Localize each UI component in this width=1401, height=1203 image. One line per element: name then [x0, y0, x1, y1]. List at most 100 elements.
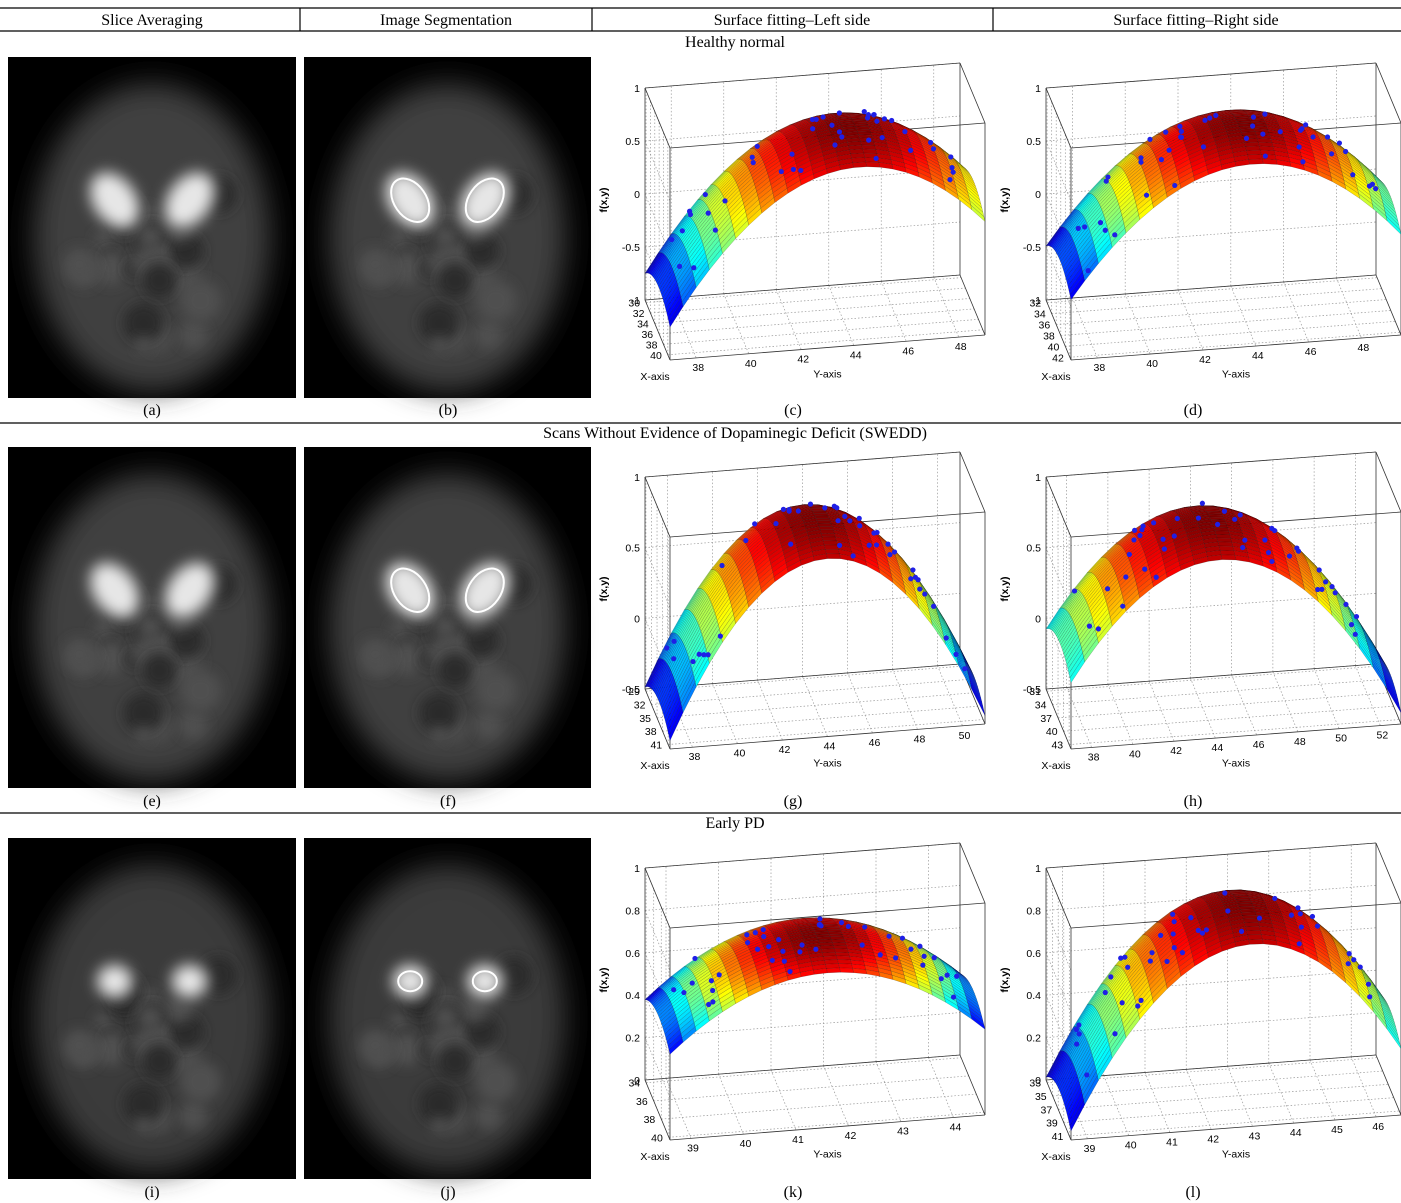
sample-point [1096, 626, 1101, 631]
texture [431, 1117, 447, 1133]
sample-point [917, 586, 922, 591]
grid-line [1064, 706, 1394, 731]
sample-point [1299, 924, 1304, 929]
axis-box-edge [1376, 275, 1401, 335]
grid-line [824, 1066, 849, 1126]
z-axis-label: f(x,y) [598, 967, 610, 992]
sample-point [701, 652, 706, 657]
sample-point [1103, 228, 1108, 233]
surface-plot: -1-0.500.51384042444648303234363840f(x,y… [598, 63, 985, 383]
texture [359, 638, 391, 670]
grid-line [668, 330, 983, 355]
texture [93, 250, 128, 285]
axis-box-edge [1046, 843, 1376, 868]
surface-patch [866, 162, 880, 167]
surface-patch [862, 145, 876, 149]
axis-box-edge [645, 88, 670, 148]
y-tick-label: 38 [689, 751, 701, 763]
z-tick-label: 0 [634, 613, 640, 625]
panel-caption: (a) [143, 402, 161, 419]
surface-patch [818, 524, 832, 527]
surface-plot: -0.500.51384042444648502932353841f(x,y)X… [598, 452, 985, 772]
z-tick-label: 0 [1035, 189, 1041, 201]
sample-point [1076, 226, 1081, 231]
column-header: Slice Averaging [101, 12, 202, 29]
surface-patch [1244, 919, 1259, 923]
scan-image [8, 57, 296, 398]
sample-point [908, 576, 913, 581]
sample-point [808, 502, 813, 507]
sample-point [1131, 537, 1136, 542]
y-tick-label: 48 [914, 733, 926, 745]
sample-point [880, 135, 885, 140]
x-tick-label: 37 [1040, 713, 1052, 725]
z-tick-label: 0.5 [625, 543, 640, 555]
sample-point [752, 521, 757, 526]
sample-point [1158, 933, 1163, 938]
grid-line [1125, 294, 1150, 354]
sample-point [928, 140, 933, 145]
sample-point [706, 211, 711, 216]
sample-point [866, 138, 871, 143]
sample-point [1076, 1022, 1081, 1027]
sample-point [1188, 915, 1193, 920]
sample-point [910, 567, 915, 572]
y-tick-label: 40 [745, 358, 757, 370]
sample-point [1082, 224, 1087, 229]
sample-point [948, 154, 953, 159]
sample-point [681, 990, 686, 995]
grid-line [1072, 298, 1097, 358]
axis-box-edge [670, 1115, 985, 1140]
texture [94, 1013, 113, 1032]
x-tick-label: 32 [634, 700, 646, 712]
x-axis-label: X-axis [640, 371, 669, 383]
y-axis-label: Y-axis [813, 758, 841, 770]
sample-point [851, 553, 856, 558]
grid-line [881, 281, 906, 341]
sample-point [703, 192, 708, 197]
sample-point [722, 198, 727, 203]
axis-box-edge [1046, 477, 1071, 537]
x-tick-label: 33 [1029, 1078, 1041, 1090]
grid-line [1069, 1111, 1399, 1136]
sample-point [788, 542, 793, 547]
sample-point [1343, 602, 1348, 607]
sample-point [1333, 590, 1338, 595]
surface-patch [1249, 939, 1264, 944]
sample-point [857, 516, 862, 521]
texture [431, 726, 447, 742]
sample-point [710, 999, 715, 1004]
texture [179, 711, 207, 739]
grid-line [776, 290, 801, 350]
texture [433, 1005, 458, 1030]
y-tick-label: 42 [797, 354, 809, 366]
texture [437, 263, 472, 298]
sample-point [1087, 624, 1092, 629]
sample-point [810, 126, 815, 131]
sample-point [1135, 1003, 1140, 1008]
axis-box-edge [1376, 452, 1401, 512]
z-tick-label: 0.8 [1026, 905, 1041, 917]
grid-line [650, 288, 965, 313]
y-tick-label: 38 [692, 362, 704, 374]
sample-point [900, 936, 905, 941]
y-tick-label: 50 [959, 730, 971, 742]
sample-point [1172, 919, 1177, 924]
sample-point [1163, 130, 1168, 135]
grid-line [1355, 666, 1380, 726]
texture [138, 614, 163, 639]
sample-point [1373, 186, 1378, 191]
surface-patch [821, 533, 835, 537]
sample-point [878, 952, 883, 957]
axis-box-edge [645, 843, 960, 868]
sample-point [874, 156, 879, 161]
grid-line [1056, 300, 1386, 325]
sample-point [1118, 956, 1123, 961]
grid-line [1149, 681, 1174, 741]
y-tick-label: 41 [1166, 1137, 1178, 1149]
sample-point [922, 591, 927, 596]
x-tick-label: 38 [645, 726, 657, 738]
sample-point [847, 518, 852, 523]
sample-point [761, 934, 766, 939]
z-axis-label: f(x,y) [598, 187, 610, 212]
